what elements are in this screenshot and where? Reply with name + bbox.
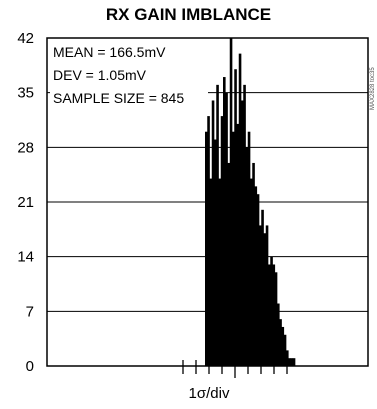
histogram-bar (205, 131, 208, 366)
histogram-bar (225, 92, 228, 367)
figure-code: MAX2828 toc35 (370, 67, 376, 110)
histogram-bar (238, 53, 242, 367)
dev-annotation: DEV = 1.05mV (53, 67, 147, 83)
y-tick-label: 21 (17, 194, 34, 211)
histogram-bar (218, 178, 222, 366)
histogram-bar (243, 84, 246, 367)
histogram-bar (268, 264, 271, 366)
histogram-bar (229, 38, 233, 366)
histogram-bar (214, 139, 217, 366)
histogram-bar (261, 209, 264, 366)
histogram-bar (263, 233, 267, 366)
y-tick-label: 35 (17, 85, 34, 102)
histogram-bar (232, 131, 235, 366)
histogram-bar (277, 303, 280, 366)
x-axis-label: 1σ/div (189, 385, 230, 402)
y-tick-label: 42 (17, 30, 34, 47)
y-tick-labels: 0 7 14 21 28 35 42 (17, 30, 34, 375)
chart-title: RX GAIN IMBLANCE (105, 5, 272, 24)
histogram-bar (259, 225, 262, 366)
histogram-bar (250, 178, 253, 366)
y-tick-label: 14 (17, 249, 34, 266)
histogram-bar (290, 358, 294, 366)
histogram-bar (234, 69, 237, 367)
histogram-bar (236, 123, 240, 367)
histogram-bar (286, 350, 289, 366)
histogram-bar (256, 194, 260, 366)
x-tick-marks (182, 357, 288, 378)
histogram-bar (220, 116, 224, 366)
histogram-bar (211, 100, 215, 366)
y-tick-label: 28 (17, 139, 34, 156)
histogram-bar (247, 131, 251, 366)
histogram-bar (245, 147, 249, 366)
histogram-bar (292, 358, 296, 366)
sample-size-annotation: SAMPLE SIZE = 845 (53, 90, 184, 106)
histogram-bar (227, 162, 231, 366)
histogram-bar (281, 326, 285, 366)
histogram-bars (205, 38, 296, 367)
histogram-bar (283, 334, 287, 366)
y-tick-label: 7 (26, 303, 34, 320)
histogram-bar (265, 225, 269, 366)
histogram-bar (272, 264, 276, 366)
y-tick-label: 0 (26, 358, 34, 375)
histogram-bar (270, 256, 273, 366)
histogram-bar (241, 100, 244, 366)
histogram-bar (216, 84, 219, 367)
histogram-bar (279, 319, 282, 366)
stats-box-background (50, 41, 208, 109)
mean-annotation: MEAN = 166.5mV (53, 44, 166, 60)
histogram-bar (223, 77, 226, 367)
histogram-bar (207, 116, 210, 366)
histogram-bar (254, 186, 258, 366)
histogram-bar (274, 272, 278, 366)
histogram-bar (288, 358, 291, 366)
histogram-bar (209, 178, 213, 366)
histogram-bar (252, 162, 255, 366)
